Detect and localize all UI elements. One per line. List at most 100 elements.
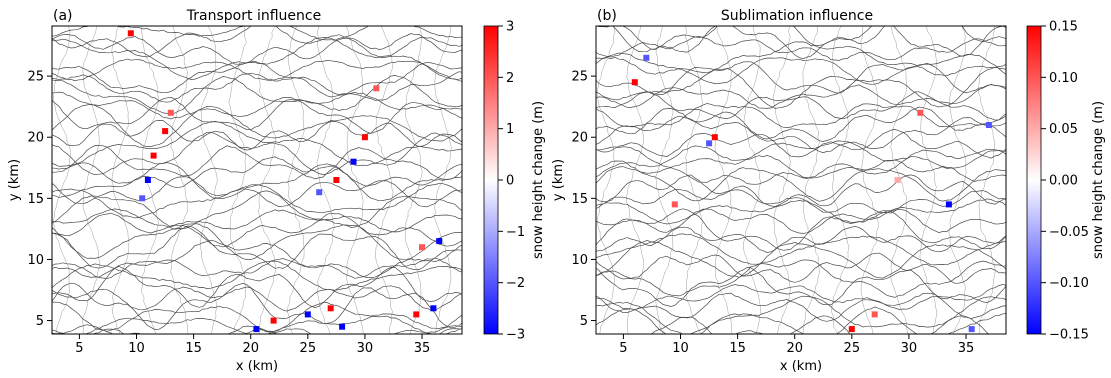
x-tick-label: 25 <box>844 341 861 356</box>
contour-line <box>52 75 462 115</box>
y-tick-label: 20 <box>27 131 44 146</box>
chart-title-b: Sublimation influence <box>721 8 873 24</box>
contour-line <box>596 240 1006 279</box>
contour-line <box>258 26 277 334</box>
contour-line <box>772 26 791 334</box>
colorbar-gradient-b <box>1026 25 1042 335</box>
x-axis-label-b: x (km) <box>780 359 822 374</box>
y-tick-label: 5 <box>580 314 588 329</box>
colorbar-tick-label: −2 <box>506 276 525 291</box>
heatmap-cell <box>968 326 975 333</box>
heatmap-cell <box>419 244 425 251</box>
contour-line <box>52 103 462 147</box>
contour-line <box>52 282 462 330</box>
colorbar-tick-label: 0.05 <box>1049 122 1078 137</box>
contour-line <box>948 26 967 334</box>
heatmap-cell <box>848 326 855 333</box>
x-tick-label: 20 <box>786 341 803 356</box>
contour-line <box>596 208 1006 251</box>
contour-line <box>82 26 101 334</box>
contour-line <box>52 131 462 175</box>
contour-line <box>626 26 644 334</box>
colorbar-tick-label: 0.10 <box>1049 71 1078 86</box>
contour-line <box>52 121 462 167</box>
x-tick-label: 25 <box>300 341 317 356</box>
x-tick-label: 5 <box>75 341 83 356</box>
contour-line <box>596 295 1006 334</box>
heatmap-cell <box>339 323 346 330</box>
heatmap-cell <box>361 134 368 141</box>
x-tick-label: 20 <box>242 341 259 356</box>
heatmap-cell <box>139 195 146 202</box>
panel-a: (a) Transport influence 5 10 15 20 25 30 35 51… <box>7 8 546 374</box>
colorbar-tick-label: −1 <box>506 225 525 240</box>
contour-lines <box>596 26 1006 334</box>
contour-line <box>52 91 462 120</box>
heatmap-cell <box>253 326 260 333</box>
contour-line <box>52 266 462 308</box>
heatmap-cell <box>316 189 323 196</box>
contour-line <box>596 103 1006 128</box>
contour-line <box>596 52 1006 85</box>
contour-line <box>111 26 130 334</box>
colorbar-ticks-b: 0.15 0.10 0.05 0.00 −0.05 −0.10 −0.15 <box>1041 20 1089 343</box>
colorbar-label-b: snow height change (m) <box>1091 101 1106 259</box>
contour-line <box>596 174 1006 207</box>
contour-line <box>52 71 462 103</box>
plot-background <box>596 26 1006 334</box>
contour-line <box>52 156 462 188</box>
contour-line <box>52 225 462 270</box>
contour-line <box>714 26 733 334</box>
x-axis-label-a: x (km) <box>236 359 278 374</box>
x-tick-label: 30 <box>357 341 374 356</box>
contour-line <box>52 176 462 208</box>
contour-line <box>919 26 938 334</box>
contour-line <box>596 188 1006 214</box>
contour-line <box>170 26 188 334</box>
contour-line <box>596 129 1006 159</box>
y-tick-label: 20 <box>571 131 588 146</box>
y-tick-label: 25 <box>571 70 588 85</box>
heatmap-cell <box>985 122 992 128</box>
contour-line <box>596 198 1006 225</box>
contour-line <box>596 208 1006 234</box>
contour-line <box>596 106 1006 142</box>
heatmap-cell <box>671 201 678 208</box>
colorbar-tick-label: −3 <box>506 328 525 343</box>
y-axis-b: 5 10 15 20 25 <box>571 70 596 329</box>
contour-line <box>596 84 1006 109</box>
colorbar-tick-label: 3 <box>506 20 514 35</box>
heatmap-cell <box>150 152 157 159</box>
contour-line <box>596 259 1006 298</box>
contour-line <box>596 115 1006 154</box>
contour-line <box>596 91 1006 121</box>
colorbar-label-a: snow height change (m) <box>531 101 546 259</box>
contour-line <box>831 26 850 334</box>
heatmap-cell <box>304 311 311 318</box>
colorbar-tick-label: 0 <box>506 174 514 189</box>
heatmap-cell <box>430 305 437 312</box>
contour-line <box>978 26 996 334</box>
x-tick-label: 10 <box>672 341 689 356</box>
contour-line <box>52 260 462 291</box>
panel-b: (b) Sublimation influence 5 10 15 20 25 30 35 … <box>551 8 1106 374</box>
plot-area-b <box>596 26 1006 334</box>
contour-line <box>52 60 462 95</box>
contour-line <box>52 162 462 202</box>
contour-line <box>52 257 462 279</box>
y-axis-label-b: y (km) <box>551 159 566 201</box>
contour-line <box>596 267 1006 307</box>
contour-line <box>52 212 462 248</box>
plot-frame-b <box>595 25 1007 335</box>
contour-line <box>346 26 364 334</box>
heatmap-cell <box>270 317 277 324</box>
colorbar-b: 0.15 0.10 0.05 0.00 −0.05 −0.10 −0.15 snow hei… <box>1026 20 1106 343</box>
contour-line <box>596 226 1006 253</box>
panel-label-a: (a) <box>53 8 73 24</box>
contour-line <box>655 26 674 334</box>
contour-line <box>52 183 462 219</box>
heatmap-cell <box>631 79 638 86</box>
contour-line <box>596 36 1006 61</box>
contour-line <box>52 285 462 312</box>
